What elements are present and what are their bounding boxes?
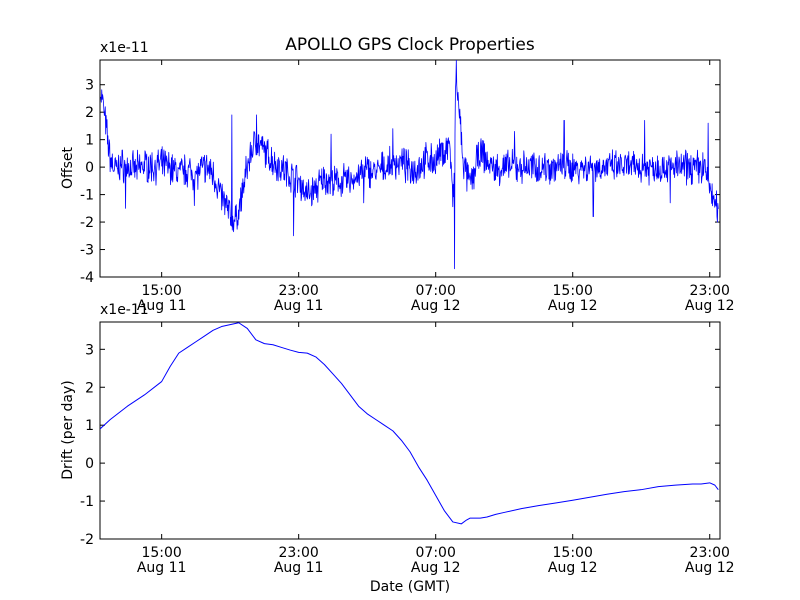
y-tick-label: 3 <box>85 78 94 94</box>
x-tick-label-date: Aug 11 <box>274 560 324 576</box>
x-tick-label-time: 07:00 <box>416 283 456 299</box>
drift-plot-frame <box>99 321 721 540</box>
x-tick-label-time: 15:00 <box>553 545 593 561</box>
drift-y-axis-label: Drift (per day) <box>60 380 76 479</box>
y-tick-label: -1 <box>80 494 94 510</box>
x-tick-label-date: Aug 12 <box>411 298 461 314</box>
x-tick-label-date: Aug 11 <box>137 560 187 576</box>
y-tick-label: 2 <box>85 105 94 121</box>
y-tick-label: 3 <box>85 342 94 358</box>
y-tick-label: -4 <box>80 270 94 286</box>
y-tick-label: 0 <box>85 456 94 472</box>
drift-panel: x1e-11 Drift (per day) Date (GMT) -2 -1 0 1… <box>60 302 735 595</box>
x-tick-label-date: Aug 12 <box>548 560 598 576</box>
x-tick-label-time: 23:00 <box>690 545 730 561</box>
y-tick-label: 0 <box>85 160 94 176</box>
x-tick-label-time: 23:00 <box>278 283 318 299</box>
x-tick-label-time: 15:00 <box>141 545 181 561</box>
x-tick-label-date: Aug 12 <box>685 560 735 576</box>
drift-multiplier-label: x1e-11 <box>100 302 149 318</box>
drift-x-axis-label: Date (GMT) <box>370 579 450 595</box>
x-tick-label-date: Aug 12 <box>411 560 461 576</box>
x-tick-label-date: Aug 11 <box>137 298 187 314</box>
y-tick-label: 1 <box>85 418 94 434</box>
x-tick-label-time: 15:00 <box>141 283 181 299</box>
y-tick-label: -1 <box>80 188 94 204</box>
x-tick-label-date: Aug 11 <box>274 298 324 314</box>
offset-multiplier-label: x1e-11 <box>100 40 149 56</box>
y-tick-label: -3 <box>80 243 94 259</box>
offset-y-axis-label: Offset <box>60 146 76 189</box>
x-tick-label-time: 23:00 <box>690 283 730 299</box>
x-tick-label-time: 23:00 <box>278 545 318 561</box>
offset-plot-frame <box>99 59 721 278</box>
y-tick-label: -2 <box>80 532 94 548</box>
y-tick-label: 1 <box>85 133 94 149</box>
x-tick-label-date: Aug 12 <box>548 298 598 314</box>
offset-series-line <box>100 60 719 270</box>
drift-series-line <box>100 322 719 525</box>
chart-title: APOLLO GPS Clock Properties <box>285 35 535 55</box>
y-tick-label: 2 <box>85 380 94 396</box>
x-tick-label-time: 07:00 <box>416 545 456 561</box>
x-tick-label-date: Aug 12 <box>685 298 735 314</box>
x-tick-label-time: 15:00 <box>553 283 593 299</box>
y-tick-label: -2 <box>80 215 94 231</box>
